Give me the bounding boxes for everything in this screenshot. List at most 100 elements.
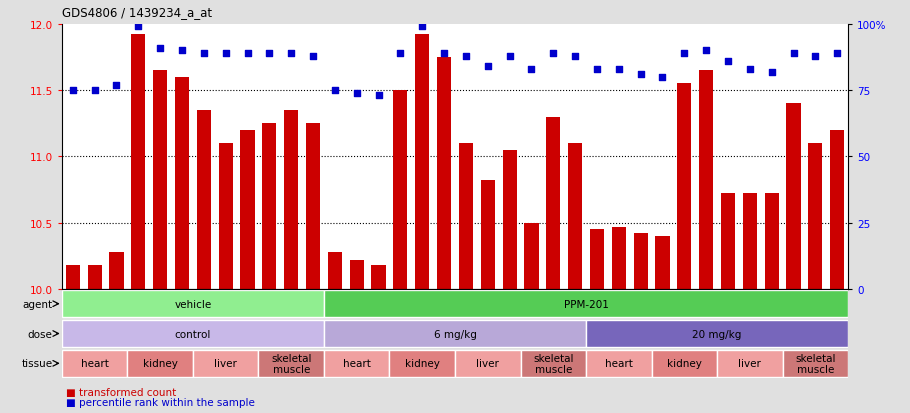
- Point: [721, 59, 735, 65]
- Bar: [389, 350, 455, 377]
- Bar: [764, 194, 779, 413]
- Point: [328, 88, 342, 94]
- Bar: [258, 350, 324, 377]
- Text: skeletal
muscle: skeletal muscle: [533, 353, 573, 374]
- Text: dose: dose: [27, 329, 53, 339]
- Point: [699, 48, 713, 55]
- Text: liver: liver: [476, 358, 500, 368]
- Bar: [328, 252, 342, 413]
- Text: skeletal
muscle: skeletal muscle: [271, 353, 311, 374]
- Bar: [437, 58, 451, 413]
- Bar: [371, 265, 386, 413]
- Point: [66, 88, 80, 94]
- Text: heart: heart: [343, 358, 370, 368]
- Bar: [197, 111, 211, 413]
- Point: [240, 50, 255, 57]
- Bar: [586, 320, 848, 347]
- Bar: [393, 91, 408, 413]
- Bar: [524, 223, 539, 413]
- Bar: [153, 71, 167, 413]
- Point: [502, 53, 517, 60]
- Point: [830, 50, 844, 57]
- Point: [393, 50, 408, 57]
- Bar: [590, 230, 604, 413]
- Bar: [521, 350, 586, 377]
- Bar: [655, 236, 670, 413]
- Point: [437, 50, 451, 57]
- Point: [524, 66, 539, 73]
- Bar: [808, 144, 823, 413]
- Bar: [546, 117, 561, 413]
- Bar: [218, 144, 233, 413]
- Point: [612, 66, 626, 73]
- Bar: [568, 144, 582, 413]
- Text: kidney: kidney: [143, 358, 177, 368]
- Text: ■ transformed count: ■ transformed count: [66, 387, 177, 397]
- Point: [306, 53, 320, 60]
- Bar: [743, 194, 757, 413]
- Bar: [62, 350, 127, 377]
- Point: [590, 66, 604, 73]
- Point: [764, 69, 779, 76]
- Text: control: control: [175, 329, 211, 339]
- Text: liver: liver: [738, 358, 762, 368]
- Text: kidney: kidney: [405, 358, 440, 368]
- Bar: [62, 290, 324, 318]
- Point: [87, 88, 102, 94]
- Text: 6 mg/kg: 6 mg/kg: [433, 329, 477, 339]
- Bar: [175, 78, 189, 413]
- Text: vehicle: vehicle: [175, 299, 211, 309]
- Bar: [783, 350, 848, 377]
- Bar: [349, 260, 364, 413]
- Bar: [612, 227, 626, 413]
- Text: skeletal
muscle: skeletal muscle: [795, 353, 835, 374]
- Bar: [502, 150, 517, 413]
- Point: [175, 48, 189, 55]
- Point: [415, 24, 430, 31]
- Bar: [717, 350, 783, 377]
- Bar: [240, 131, 255, 413]
- Point: [568, 53, 582, 60]
- Point: [371, 93, 386, 100]
- Bar: [830, 131, 844, 413]
- Point: [218, 50, 233, 57]
- Bar: [127, 350, 193, 377]
- Bar: [66, 265, 80, 413]
- Bar: [109, 252, 124, 413]
- Point: [743, 66, 757, 73]
- Bar: [586, 350, 652, 377]
- Point: [655, 74, 670, 81]
- Point: [284, 50, 298, 57]
- Bar: [459, 144, 473, 413]
- Point: [677, 50, 692, 57]
- Bar: [306, 124, 320, 413]
- Bar: [284, 111, 298, 413]
- Text: ■ percentile rank within the sample: ■ percentile rank within the sample: [66, 397, 256, 407]
- Bar: [786, 104, 801, 413]
- Bar: [480, 181, 495, 413]
- Text: 20 mg/kg: 20 mg/kg: [693, 329, 742, 339]
- Point: [546, 50, 561, 57]
- Point: [459, 53, 473, 60]
- Bar: [415, 36, 430, 413]
- Text: heart: heart: [81, 358, 108, 368]
- Bar: [87, 265, 102, 413]
- Point: [786, 50, 801, 57]
- Bar: [62, 320, 324, 347]
- Bar: [721, 194, 735, 413]
- Point: [109, 82, 124, 89]
- Bar: [652, 350, 717, 377]
- Bar: [455, 350, 521, 377]
- Point: [808, 53, 823, 60]
- Text: GDS4806 / 1439234_a_at: GDS4806 / 1439234_a_at: [62, 6, 212, 19]
- Text: liver: liver: [214, 358, 238, 368]
- Point: [480, 64, 495, 70]
- Bar: [699, 71, 713, 413]
- Point: [633, 72, 648, 78]
- Point: [131, 24, 146, 31]
- Bar: [324, 320, 586, 347]
- Bar: [677, 84, 692, 413]
- Bar: [262, 124, 277, 413]
- Point: [197, 50, 211, 57]
- Text: PPM-201: PPM-201: [563, 299, 609, 309]
